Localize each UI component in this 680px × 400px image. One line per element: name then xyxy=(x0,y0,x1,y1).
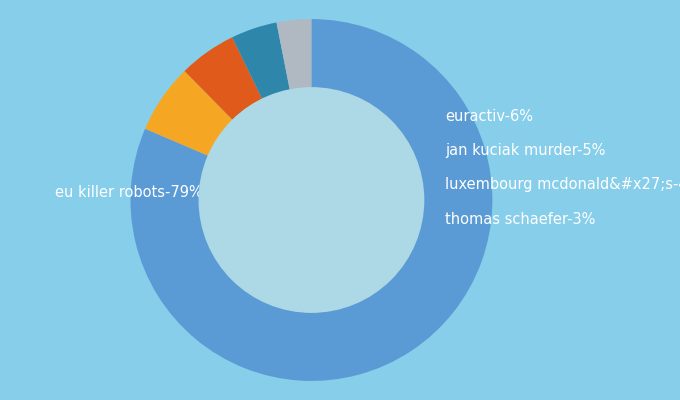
Circle shape xyxy=(199,88,424,312)
Text: thomas schaefer-3%: thomas schaefer-3% xyxy=(445,212,595,226)
Wedge shape xyxy=(131,19,492,381)
Wedge shape xyxy=(184,37,264,123)
Text: jan kuciak murder-5%: jan kuciak murder-5% xyxy=(445,143,605,158)
Wedge shape xyxy=(277,19,311,94)
Text: eu killer robots-79%: eu killer robots-79% xyxy=(55,185,203,200)
Text: euractiv-6%: euractiv-6% xyxy=(445,109,532,124)
Text: luxembourg mcdonald&#x27;s-4%: luxembourg mcdonald&#x27;s-4% xyxy=(445,177,680,192)
Wedge shape xyxy=(145,71,235,157)
Wedge shape xyxy=(232,22,290,102)
